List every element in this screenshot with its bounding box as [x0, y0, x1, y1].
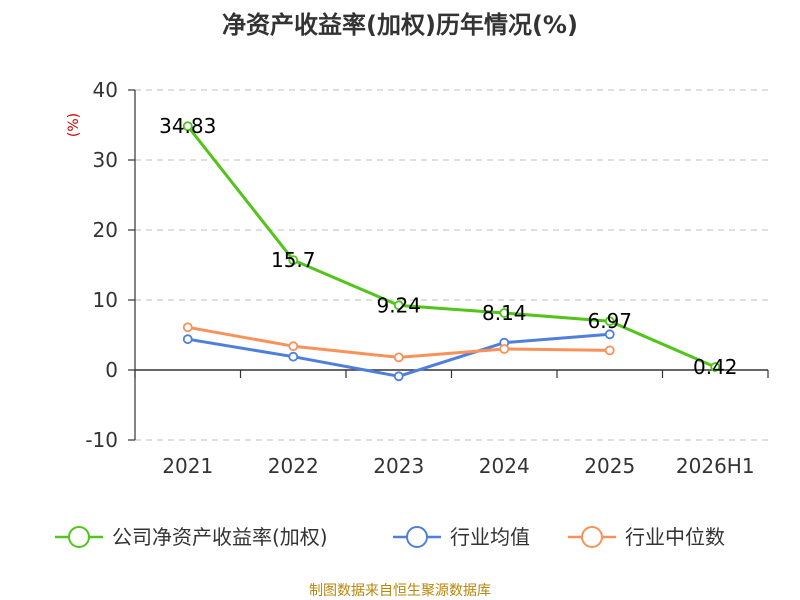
legend-label: 行业均值 [450, 525, 530, 549]
data-point [499, 308, 510, 318]
data-point [710, 362, 721, 372]
data-point [499, 344, 510, 354]
x-tick-label: 2022 [268, 454, 319, 478]
y-tick-label: 10 [93, 288, 118, 312]
y-axis: 40 30 20 10 0 -10 [85, 78, 136, 452]
legend-label: 行业中位数 [625, 525, 725, 549]
series-lines [182, 121, 721, 382]
data-labels: 34.83 15.7 9.24 8.14 6.97 0.42 [159, 114, 737, 379]
legend-item-2[interactable]: 行业中位数 [568, 525, 725, 549]
data-point [182, 322, 193, 333]
data-point [288, 255, 299, 266]
x-tick-label: 2021 [162, 454, 213, 478]
legend-marker [68, 526, 90, 548]
legend-item-0[interactable]: 公司净资产收益率(加权) [55, 525, 328, 549]
data-point [182, 121, 193, 132]
data-label: 8.14 [482, 301, 527, 325]
y-tick-label: 30 [93, 148, 118, 172]
legend-label: 公司净资产收益率(加权) [112, 525, 328, 549]
data-point [288, 351, 299, 362]
x-tick-label: 2024 [479, 454, 530, 478]
x-tick-label: 2025 [584, 454, 635, 478]
data-point [393, 371, 404, 382]
legend-item-1[interactable]: 行业均值 [393, 525, 530, 549]
x-tick-label: 2026H1 [676, 454, 755, 478]
data-label: 15.7 [271, 248, 316, 272]
legend-marker [581, 526, 603, 548]
y-tick-label: 20 [93, 218, 118, 242]
legend-marker [406, 526, 428, 548]
data-point [393, 300, 404, 311]
data-label: 6.97 [587, 309, 632, 333]
data-point [604, 316, 615, 327]
legend[interactable]: 公司净资产收益率(加权) 行业均值 行业中位数 [55, 525, 725, 549]
y-tick-label: -10 [85, 428, 118, 452]
data-point [288, 341, 299, 352]
y-axis-unit: (%) [66, 113, 82, 137]
y-tick-label: 0 [105, 358, 118, 382]
gridlines [135, 89, 768, 441]
data-label: 0.42 [693, 355, 738, 379]
data-label: 9.24 [376, 293, 421, 317]
data-point [182, 334, 193, 345]
series-line-0 [186, 125, 716, 369]
x-tick-label: 2023 [373, 454, 424, 478]
x-axis: 2021 2022 2023 2024 2025 2026H1 [134, 369, 769, 478]
data-label: 34.83 [159, 114, 216, 138]
data-point [604, 329, 615, 340]
y-tick-label: 40 [93, 78, 118, 102]
chart-title: 净资产收益率(加权)历年情况(%) [222, 11, 578, 39]
data-point [393, 352, 404, 363]
source-note: 制图数据来自恒生聚源数据库 [309, 583, 491, 599]
data-point [604, 345, 615, 356]
